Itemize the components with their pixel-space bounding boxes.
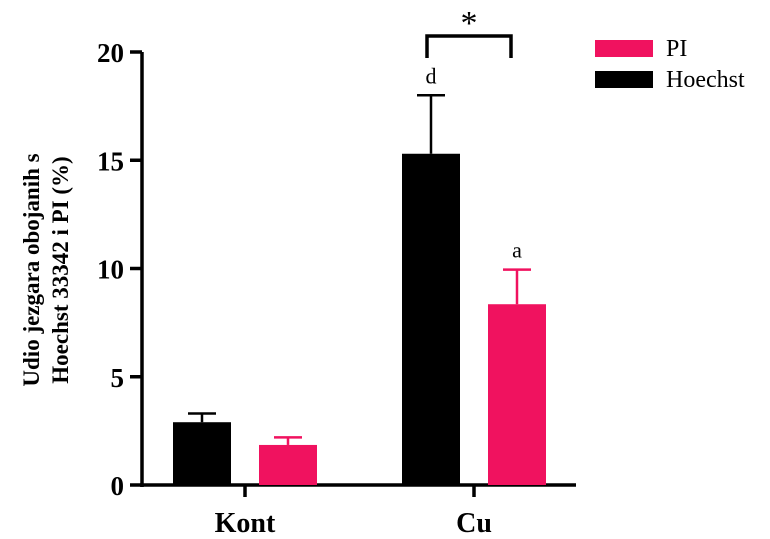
y-tick-label: 0 xyxy=(111,471,125,501)
y-axis-label: Udio jezgara obojanih s Hoechst 33342 i … xyxy=(19,153,73,386)
bar xyxy=(488,304,546,485)
y-tick-label: 5 xyxy=(111,363,125,393)
y-tick-label: 15 xyxy=(97,146,124,176)
bar-annotation: d xyxy=(426,63,437,88)
significance-label: * xyxy=(461,5,478,42)
y-tick-label: 20 xyxy=(97,38,124,68)
bar-annotation: a xyxy=(512,238,522,263)
legend-label: Hoechst xyxy=(666,67,745,93)
significance-bracket xyxy=(425,34,513,58)
x-tick-label: Kont xyxy=(215,508,276,539)
x-tick-label: Cu xyxy=(456,508,492,539)
legend-swatch xyxy=(595,71,653,88)
y-axis-label-line-2: Hoechst 33342 i PI (%) xyxy=(48,156,73,383)
legend: PI Hoechst xyxy=(595,36,745,93)
y-axis-label-line-1: Udio jezgara obojanih s xyxy=(19,153,44,386)
bar xyxy=(173,422,231,485)
legend-label: PI xyxy=(666,36,687,62)
bar xyxy=(402,153,460,485)
y-tick-label: 10 xyxy=(97,255,124,285)
legend-swatch xyxy=(595,40,653,57)
bar xyxy=(259,444,317,485)
bars xyxy=(173,94,546,485)
annotations: d a * xyxy=(425,5,522,263)
